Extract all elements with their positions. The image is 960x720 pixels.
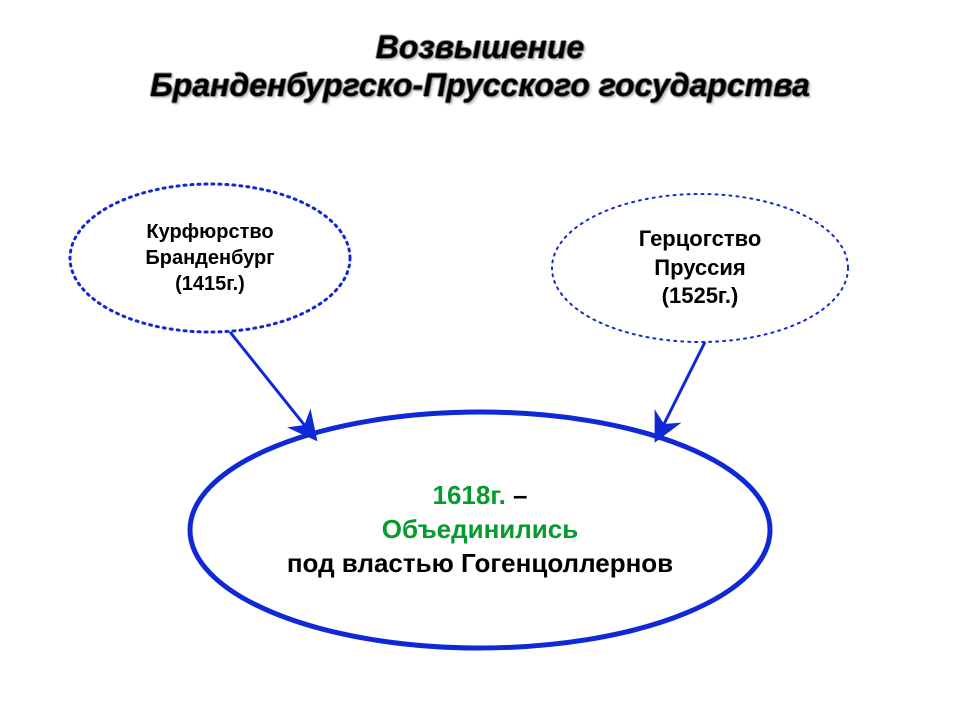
bottom-dash: – [506, 480, 528, 510]
node-label-left: Курфюрство Бранденбург (1415г.) [70, 219, 350, 297]
left-line2: Бранденбург [145, 247, 274, 269]
edge-left-to-bottom [230, 332, 310, 432]
title-line2: Бранденбургско-Прусского государства [150, 67, 810, 103]
bottom-line3: под властью Гогенцоллернов [287, 548, 673, 578]
bottom-date: 1618г. [433, 480, 506, 510]
edge-right-to-bottom [660, 342, 705, 432]
diagram-title: Возвышение Бранденбургско-Прусского госу… [0, 28, 960, 105]
left-line3: (1415г.) [175, 273, 245, 295]
right-line1: Герцогство [639, 226, 762, 251]
svg-layer [0, 0, 960, 720]
node-label-bottom: 1618г. – Объединились под властью Гогенц… [190, 479, 770, 580]
diagram-canvas: Возвышение Бранденбургско-Прусского госу… [0, 0, 960, 720]
node-label-right: Герцогство Пруссия (1525г.) [552, 225, 848, 311]
bottom-line2: Объединились [382, 514, 578, 544]
left-line1: Курфюрство [146, 221, 273, 243]
title-line1: Возвышение [376, 29, 585, 65]
right-line3: (1525г.) [662, 283, 739, 308]
right-line2: Пруссия [654, 255, 745, 280]
